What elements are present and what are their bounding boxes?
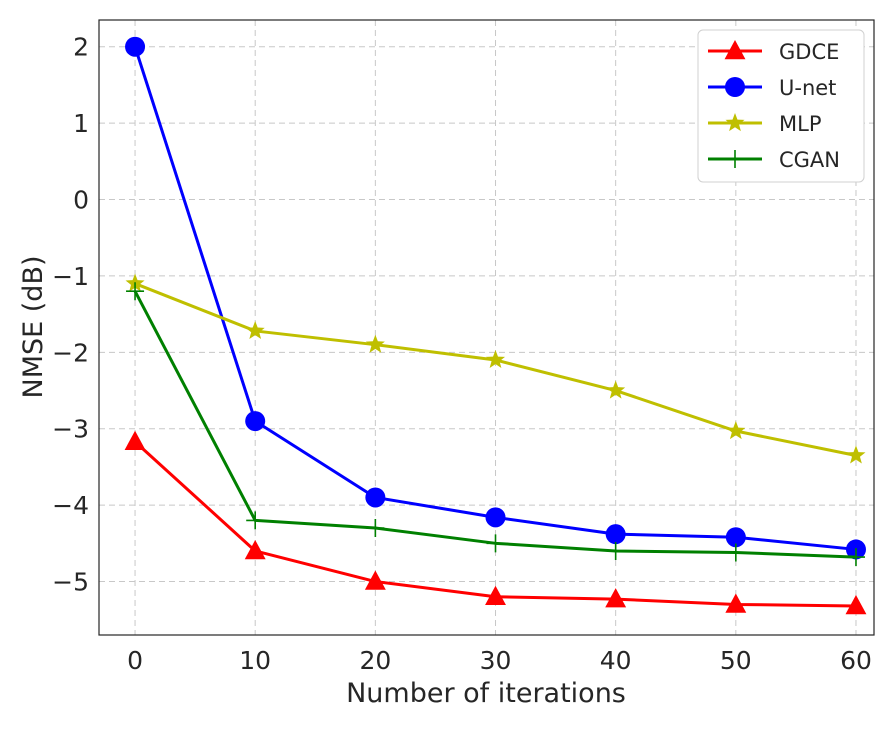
plot-frame xyxy=(98,19,875,636)
data-point-u-net xyxy=(605,524,626,545)
data-point-mlp xyxy=(606,380,626,399)
data-point-gdce xyxy=(845,594,867,615)
y-tick-label: −3 xyxy=(52,415,89,444)
x-tick-label: 10 xyxy=(239,646,271,675)
y-tick-label: −5 xyxy=(52,568,89,597)
data-point-cgan xyxy=(126,282,145,301)
x-axis: 0 10 20 30 40 50 60 xyxy=(127,646,872,675)
data-point-gdce xyxy=(605,588,627,608)
x-axis-label: Number of iterations xyxy=(346,678,626,709)
legend: GDCE U-net MLP CGAN xyxy=(697,29,865,183)
data-point-mlp xyxy=(365,334,385,353)
data-point-gdce xyxy=(485,585,506,606)
data-point-cgan xyxy=(486,534,505,553)
data-point-cgan xyxy=(726,543,745,562)
legend-marker-gdce xyxy=(724,40,746,60)
data-point-u-net xyxy=(125,36,146,57)
legend-label-cgan: CGAN xyxy=(779,148,840,172)
series-gdce xyxy=(124,430,867,615)
y-axis: 2 1 0 −1 −2 −3 −4 −5 xyxy=(52,33,89,597)
y-tick-label: 2 xyxy=(73,33,89,62)
legend-marker-cgan xyxy=(726,150,744,168)
data-point-cgan xyxy=(846,548,865,567)
series-cgan xyxy=(126,282,865,567)
data-point-u-net xyxy=(725,527,746,548)
x-tick-label: 50 xyxy=(720,646,752,675)
data-point-gdce xyxy=(725,593,747,613)
data-point-gdce xyxy=(364,570,386,590)
legend-label-gdce: GDCE xyxy=(779,40,839,64)
data-point-u-net xyxy=(245,411,266,432)
data-point-mlp xyxy=(486,349,506,369)
data-point-cgan xyxy=(366,519,385,538)
y-tick-label: 1 xyxy=(73,109,89,138)
data-point-gdce xyxy=(124,430,146,450)
y-tick-label: −1 xyxy=(52,262,89,291)
x-tick-label: 20 xyxy=(359,646,391,675)
data-point-mlp xyxy=(846,445,866,464)
data-point-gdce xyxy=(244,539,266,560)
data-point-cgan xyxy=(606,541,625,560)
y-tick-label: −2 xyxy=(52,338,89,367)
data-point-mlp xyxy=(245,320,265,340)
legend-marker-u-net xyxy=(725,77,745,97)
series-layer xyxy=(124,36,867,615)
legend-marker-mlp xyxy=(725,113,745,132)
legend-box xyxy=(697,29,865,183)
data-point-cgan xyxy=(246,511,265,530)
legend-label-mlp: MLP xyxy=(779,112,821,136)
y-axis-label: NMSE (dB) xyxy=(18,255,49,398)
y-tick-label: −4 xyxy=(52,491,89,520)
x-tick-label: 60 xyxy=(840,646,872,675)
x-tick-label: 40 xyxy=(600,646,632,675)
x-tick-label: 0 xyxy=(127,646,143,675)
x-tick-label: 30 xyxy=(480,646,512,675)
series-u-net xyxy=(125,36,866,560)
data-point-u-net xyxy=(365,487,386,508)
data-point-mlp xyxy=(726,421,746,440)
y-tick-label: 0 xyxy=(73,186,89,215)
data-point-u-net xyxy=(485,507,506,528)
legend-label-u-net: U-net xyxy=(779,76,836,100)
